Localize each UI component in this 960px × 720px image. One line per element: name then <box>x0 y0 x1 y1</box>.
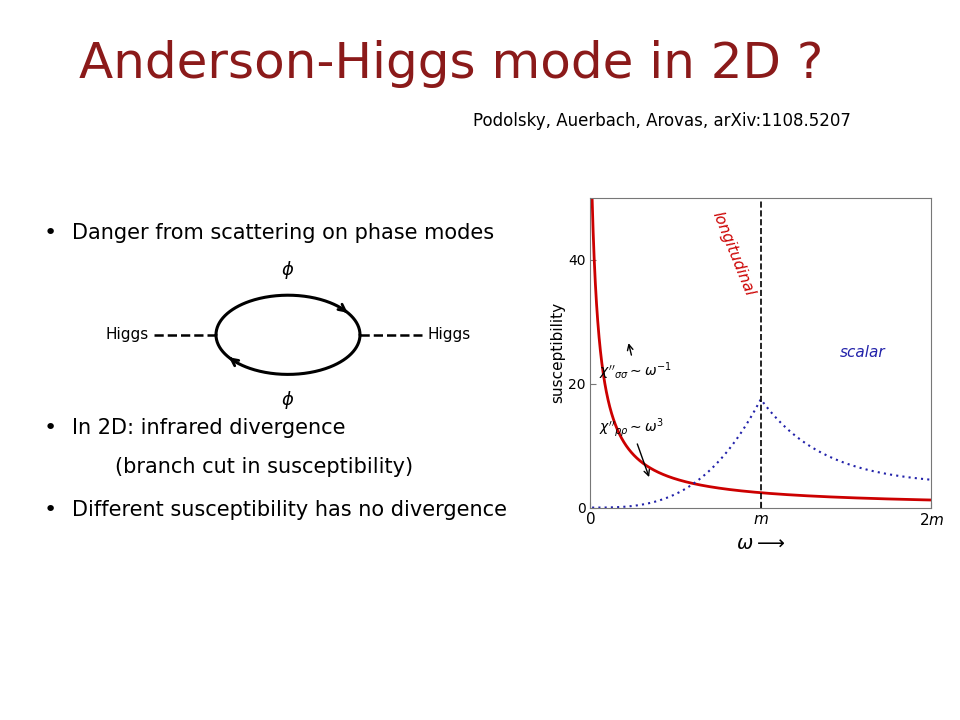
Text: Anderson-Higgs mode in 2D ?: Anderson-Higgs mode in 2D ? <box>79 40 824 88</box>
Text: (branch cut in susceptibility): (branch cut in susceptibility) <box>115 457 414 477</box>
Text: •: • <box>43 223 57 243</box>
Text: •: • <box>43 500 57 521</box>
Text: $\chi''_{\sigma\sigma} \sim \omega^{-1}$: $\chi''_{\sigma\sigma} \sim \omega^{-1}$ <box>599 345 672 382</box>
Text: $\chi''_{\rho\rho} \sim \omega^{3}$: $\chi''_{\rho\rho} \sim \omega^{3}$ <box>599 415 663 476</box>
Text: Podolsky, Auerbach, Arovas, arXiv:1108.5207: Podolsky, Auerbach, Arovas, arXiv:1108.5… <box>473 112 852 130</box>
Text: •: • <box>43 418 57 438</box>
Y-axis label: susceptibility: susceptibility <box>550 302 565 403</box>
Text: $\phi$: $\phi$ <box>281 389 295 411</box>
Text: Different susceptibility has no divergence: Different susceptibility has no divergen… <box>72 500 507 521</box>
Text: $\phi$: $\phi$ <box>281 258 295 281</box>
Text: Higgs: Higgs <box>427 328 470 342</box>
Text: longitudinal: longitudinal <box>709 210 757 298</box>
Text: scalar: scalar <box>840 346 886 360</box>
X-axis label: $\omega\longrightarrow$: $\omega\longrightarrow$ <box>736 534 785 553</box>
Text: Danger from scattering on phase modes: Danger from scattering on phase modes <box>72 223 494 243</box>
Text: In 2D: infrared divergence: In 2D: infrared divergence <box>72 418 346 438</box>
Text: Higgs: Higgs <box>106 328 149 342</box>
